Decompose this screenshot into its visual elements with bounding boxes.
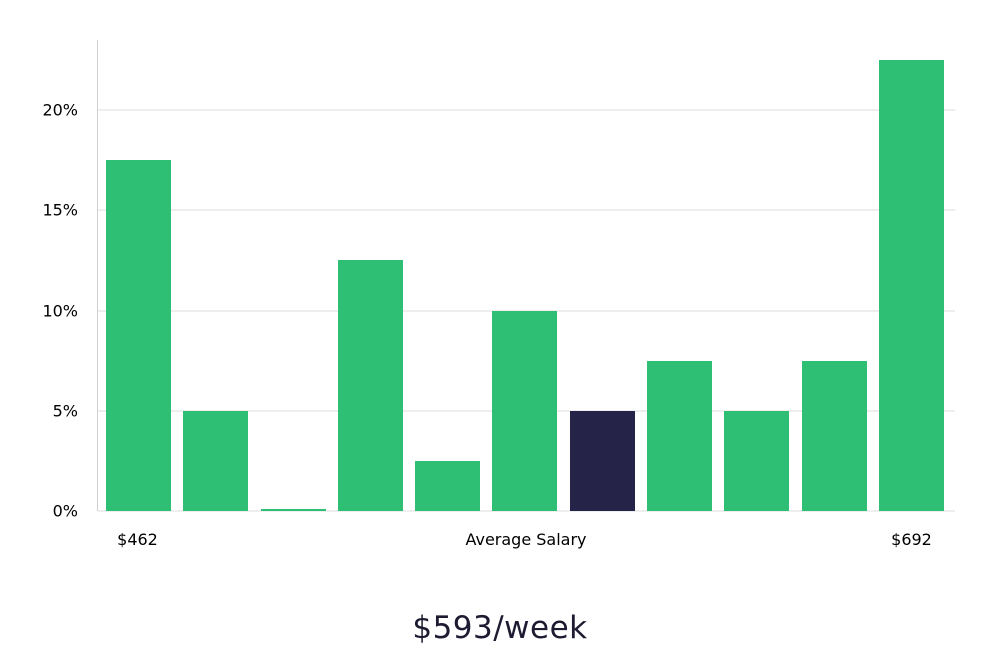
salary-bar (106, 160, 171, 511)
salary-bar (415, 460, 481, 511)
plot-area (97, 40, 955, 512)
x-axis-min-label: $462 (117, 530, 158, 549)
gridline (98, 510, 955, 512)
y-axis: 0% 5% 10% 15% 20% (0, 40, 88, 521)
average-salary-highlighted-bar (569, 410, 635, 511)
salary-bar (492, 310, 558, 511)
salary-bar (724, 410, 790, 511)
salary-bar (183, 410, 249, 511)
y-tick-label: 20% (42, 100, 78, 120)
x-axis: $462 Average Salary $692 (97, 525, 955, 555)
average-salary-value: $593/week (412, 610, 588, 646)
y-tick-label: 5% (52, 401, 78, 421)
gridline (98, 209, 955, 211)
y-tick-label: 0% (52, 501, 78, 521)
x-axis-max-label: $692 (891, 530, 932, 549)
y-tick-label: 10% (42, 301, 78, 321)
salary-bar (801, 360, 867, 511)
bar-group (106, 40, 944, 511)
salary-bar (647, 360, 713, 511)
x-axis-title: Average Salary (465, 530, 587, 549)
salary-bar (337, 260, 403, 511)
gridline (98, 109, 955, 111)
y-tick-label: 15% (42, 200, 78, 220)
salary-bar (878, 60, 944, 511)
salary-bar (260, 509, 326, 511)
